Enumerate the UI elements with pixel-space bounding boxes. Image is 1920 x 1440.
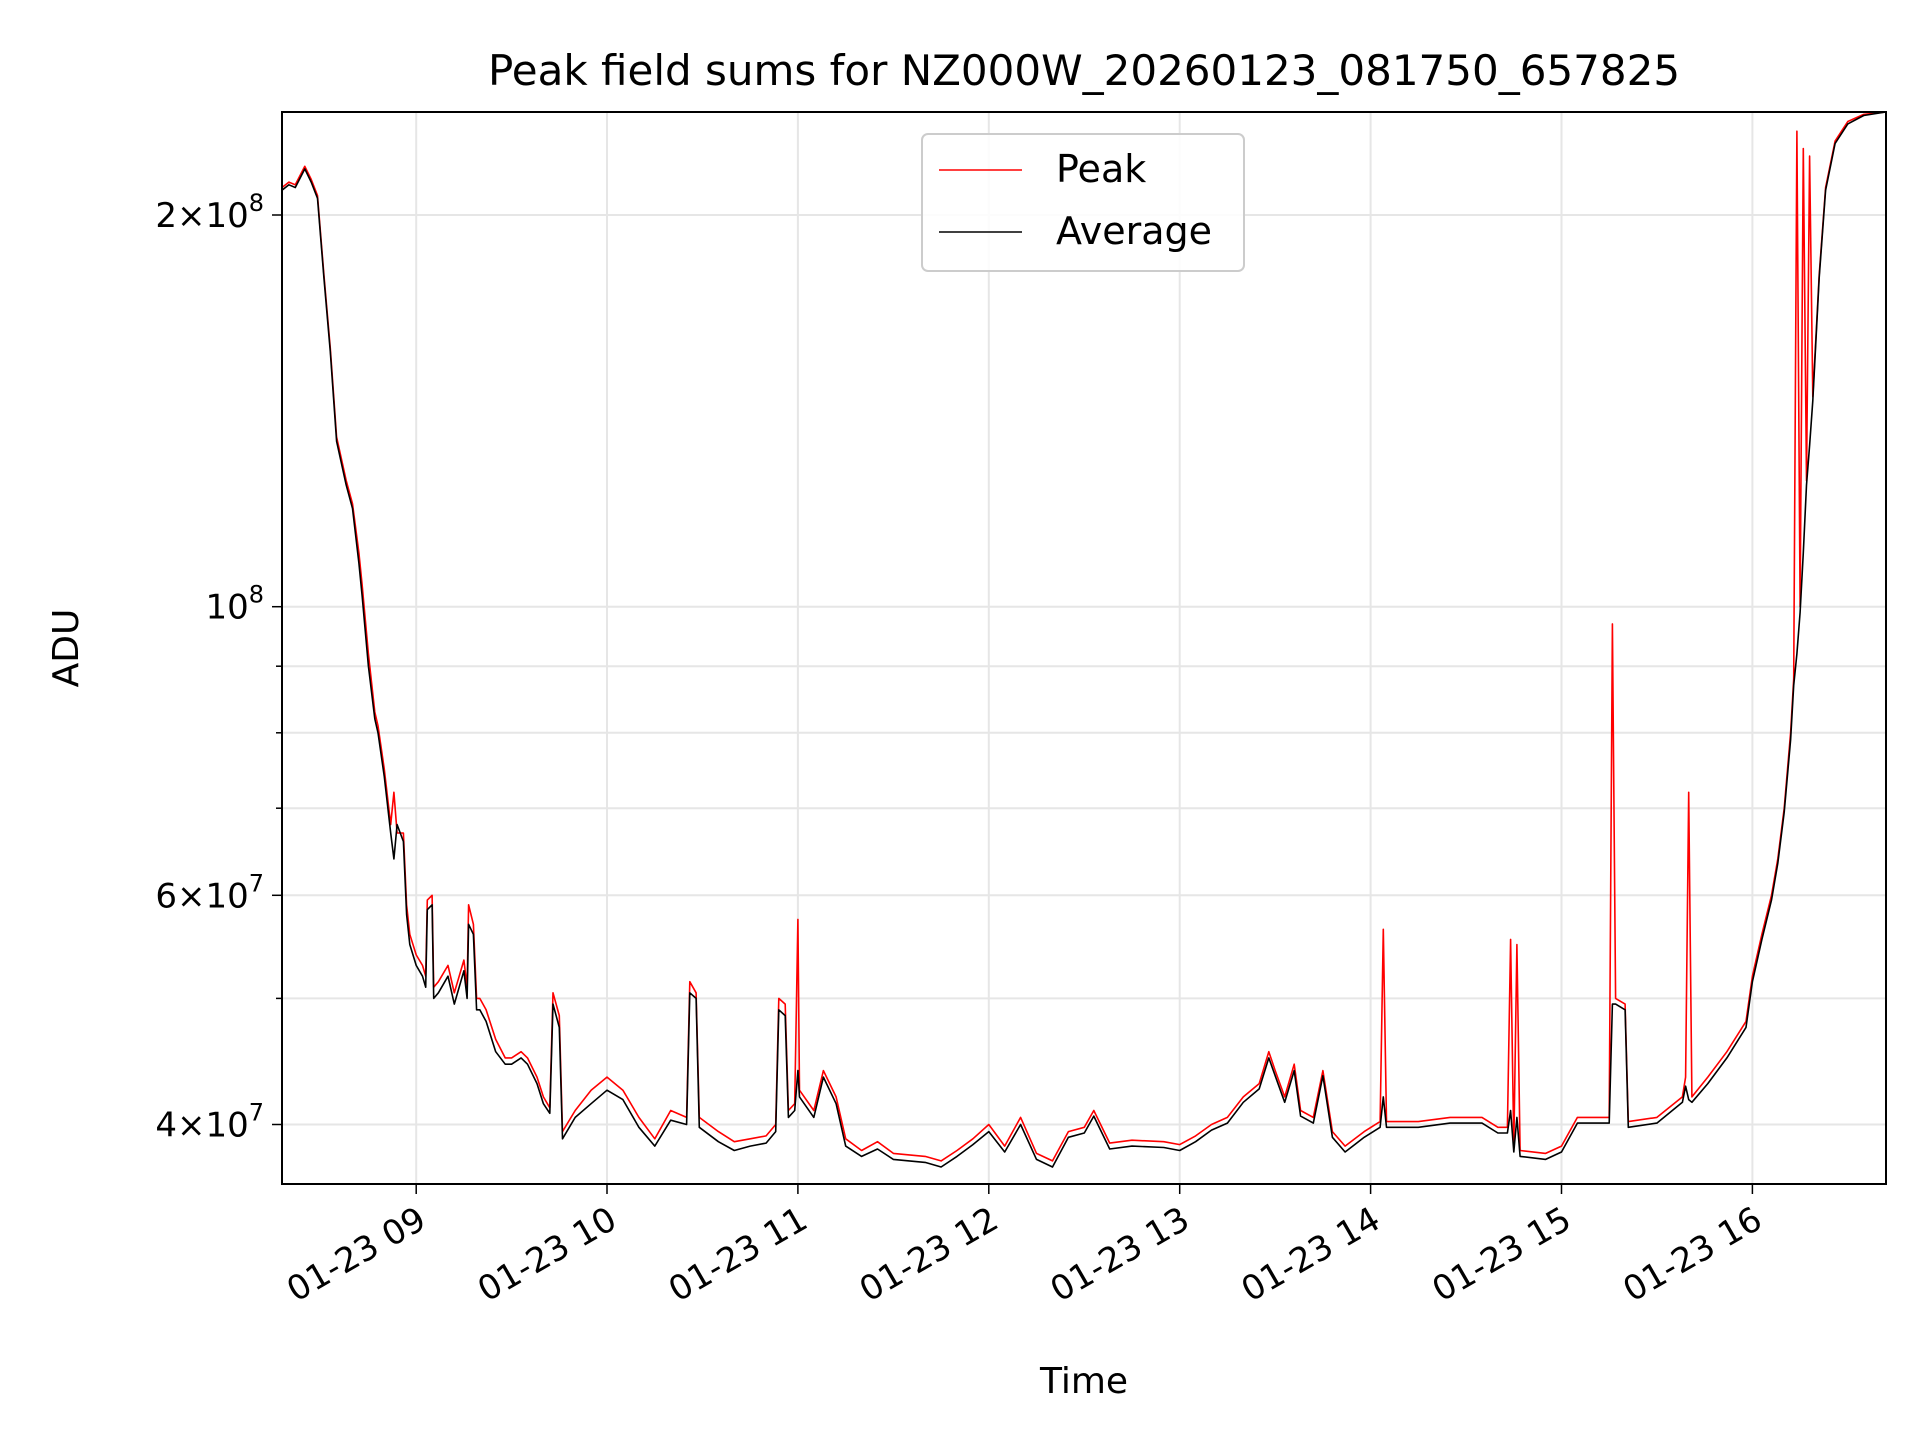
y-tick-label: 6×107 (155, 869, 264, 916)
y-tick-label: 4×107 (155, 1099, 264, 1146)
gridlines (282, 112, 1886, 1184)
x-axis-label: Time (1039, 1361, 1128, 1402)
legend-label-peak: Peak (1056, 147, 1146, 191)
chart-title: Peak field sums for NZ000W_20260123_0817… (488, 46, 1680, 95)
plot-area (282, 112, 1886, 1168)
y-tick-label: 2×108 (155, 189, 264, 236)
series-line-average (282, 112, 1886, 1168)
y-axis-label: ADU (46, 609, 87, 688)
series-line-peak (282, 112, 1886, 1162)
legend-box (921, 133, 1245, 272)
legend-label-average: Average (1056, 209, 1212, 253)
plot-frame (281, 111, 1887, 1185)
y-tick-label: 108 (205, 581, 264, 628)
legend: Peak Average (921, 133, 1245, 272)
